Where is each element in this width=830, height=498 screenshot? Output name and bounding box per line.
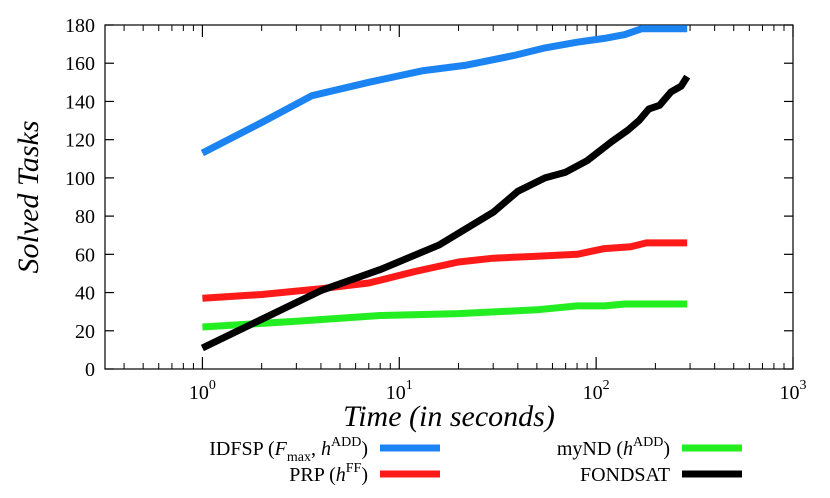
y-tick-label: 180 bbox=[65, 15, 95, 37]
x-tick-base: 10 bbox=[189, 382, 209, 404]
legend-text-part: PRP ( bbox=[289, 464, 336, 486]
legend-text-part: h bbox=[321, 438, 331, 460]
legend-label: myND (hADD) bbox=[557, 435, 670, 460]
x-tick-exponent: 1 bbox=[406, 378, 413, 393]
legend-text-part: h bbox=[623, 438, 633, 460]
plot-frame bbox=[104, 24, 794, 370]
legend-text-part: ) bbox=[663, 438, 670, 460]
y-ticks: 0 20 40 60 80 100 120 140 160 180 bbox=[65, 15, 793, 381]
legend-text-part: F bbox=[274, 438, 288, 460]
legend-text-part: , bbox=[311, 438, 321, 460]
x-tick-label: 101 bbox=[386, 378, 413, 404]
legend-text-part: ) bbox=[361, 438, 368, 460]
legend-label: FONDSAT bbox=[580, 464, 670, 486]
legend: IDFSP (Fmax, hADD)PRP (hFF)myND (hADD)FO… bbox=[209, 435, 742, 486]
legend-superscript: ADD bbox=[331, 435, 361, 450]
y-tick-label: 20 bbox=[75, 321, 95, 343]
x-tick-label: 100 bbox=[189, 378, 216, 404]
legend-text-part: ) bbox=[361, 464, 368, 486]
legend-label: PRP (hFF) bbox=[289, 461, 368, 486]
y-axis-title: Solved Tasks bbox=[12, 120, 45, 273]
legend-subscript: max bbox=[287, 450, 311, 465]
y-tick-label: 0 bbox=[85, 359, 95, 381]
x-tick-exponent: 3 bbox=[800, 378, 807, 393]
series-lines bbox=[200, 25, 691, 352]
legend-text-part: FONDSAT bbox=[580, 464, 670, 486]
y-tick-label: 40 bbox=[75, 283, 95, 305]
x-tick-base: 10 bbox=[386, 382, 406, 404]
y-tick-label: 160 bbox=[65, 53, 95, 75]
legend-text-part: h bbox=[336, 464, 346, 486]
series-line bbox=[200, 25, 688, 157]
x-tick-label: 103 bbox=[780, 378, 807, 404]
y-tick-label: 120 bbox=[65, 130, 95, 152]
series-line bbox=[200, 74, 691, 352]
y-tick-label: 80 bbox=[75, 206, 95, 228]
x-axis-title: Time (in seconds) bbox=[343, 400, 555, 433]
y-tick-label: 140 bbox=[65, 91, 95, 113]
x-tick-base: 10 bbox=[780, 382, 800, 404]
y-tick-label: 100 bbox=[65, 168, 95, 190]
x-ticks: 100 101 102 103 bbox=[123, 25, 807, 404]
legend-text-part: myND ( bbox=[557, 438, 623, 460]
x-tick-exponent: 0 bbox=[209, 378, 216, 393]
x-tick-exponent: 2 bbox=[603, 378, 610, 393]
legend-superscript: FF bbox=[346, 461, 362, 476]
legend-text-part: IDFSP ( bbox=[209, 438, 275, 460]
series-line bbox=[202, 239, 688, 302]
y-tick-label: 60 bbox=[75, 244, 95, 266]
legend-label: IDFSP (Fmax, hADD) bbox=[209, 435, 368, 465]
x-tick-base: 10 bbox=[583, 382, 603, 404]
legend-superscript: ADD bbox=[633, 435, 663, 450]
series-line bbox=[202, 300, 688, 331]
x-tick-label: 102 bbox=[583, 378, 610, 404]
